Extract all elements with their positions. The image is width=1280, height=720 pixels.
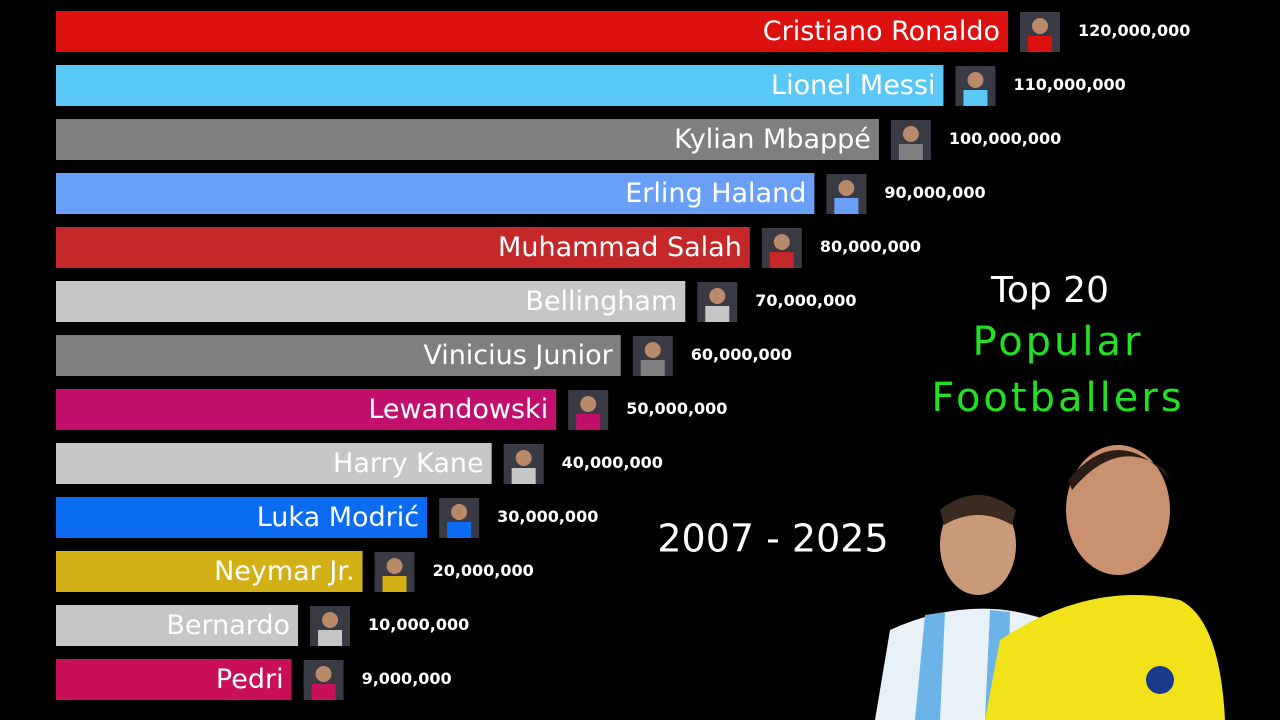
value-label: 110,000,000 [1013, 75, 1125, 94]
avatar-body [311, 684, 336, 700]
player-avatar [955, 66, 996, 106]
bar-label: Muhammad Salah [498, 232, 742, 263]
player-avatar [303, 660, 344, 700]
avatar-head [644, 342, 661, 358]
avatar-body [640, 360, 665, 376]
player-photo [875, 445, 1225, 720]
avatar-body [705, 306, 730, 322]
bar-label: Lewandowski [368, 394, 548, 425]
avatar-head [515, 450, 532, 466]
bar [56, 119, 879, 160]
bar [56, 389, 557, 430]
subtitle-line: Footballers [931, 375, 1184, 421]
avatar-head [315, 666, 332, 682]
bar-label: Lionel Messi [771, 70, 935, 101]
chart-title: Top 20 [990, 270, 1109, 311]
bar-label: Neymar Jr. [214, 556, 354, 587]
bar [56, 659, 292, 700]
avatar-body [382, 576, 407, 592]
bar-label: Luka Modrić [257, 502, 419, 533]
avatar-head [709, 288, 726, 304]
player-avatar [310, 606, 351, 646]
value-label: 20,000,000 [433, 561, 534, 580]
value-label: 70,000,000 [755, 291, 856, 310]
value-label: 30,000,000 [497, 507, 598, 526]
avatar-body [834, 198, 859, 214]
avatar-head [580, 396, 597, 412]
avatar-head [322, 612, 339, 628]
avatar-head [838, 180, 855, 196]
bar [56, 65, 944, 106]
avatar-body [898, 144, 923, 160]
player-avatar [503, 444, 544, 484]
player-avatar [1020, 12, 1060, 52]
avatar-body [318, 630, 343, 646]
bar-label: Bernardo [166, 610, 290, 641]
player-avatar [761, 228, 802, 268]
player-avatar [374, 552, 415, 592]
value-label: 50,000,000 [626, 399, 727, 418]
bar [56, 11, 1008, 52]
avatar-head [773, 234, 790, 250]
value-label: 90,000,000 [884, 183, 985, 202]
avatar-head [451, 504, 468, 520]
avatar-head [967, 72, 984, 88]
avatar-head [386, 558, 403, 574]
avatar-body [1028, 36, 1052, 52]
avatar-body [511, 468, 536, 484]
bar [56, 335, 621, 376]
bar [56, 173, 815, 214]
bar [56, 551, 363, 592]
chart-subtitle: Popular Footballers [931, 319, 1184, 421]
avatar-head [1032, 18, 1048, 34]
avatar-head [902, 126, 919, 142]
avatar-body [576, 414, 601, 430]
bar-label: Harry Kane [333, 448, 484, 479]
avatar-body [963, 90, 988, 106]
player-avatar [890, 120, 931, 160]
value-label: 80,000,000 [820, 237, 921, 256]
bar-label: Bellingham [525, 286, 677, 317]
player-avatar [826, 174, 867, 214]
avatar-body [447, 522, 472, 538]
subtitle-line: Popular [973, 319, 1144, 365]
value-label: 10,000,000 [368, 615, 469, 634]
bar [56, 605, 299, 646]
avatar-body [769, 252, 794, 268]
bar [56, 497, 428, 538]
year-range: 2007 - 2025 [657, 517, 888, 561]
player-avatar [568, 390, 609, 430]
bar-label: Cristiano Ronaldo [763, 16, 1000, 47]
bar [56, 443, 492, 484]
player-avatar [632, 336, 673, 376]
value-label: 100,000,000 [949, 129, 1061, 148]
value-label: 120,000,000 [1078, 21, 1190, 40]
player-avatar [439, 498, 480, 538]
player-avatar [697, 282, 738, 322]
bar [56, 281, 686, 322]
bar [56, 227, 750, 268]
bar-label: Kylian Mbappé [674, 124, 871, 155]
value-label: 60,000,000 [691, 345, 792, 364]
value-label: 40,000,000 [562, 453, 663, 472]
bar-label: Erling Haland [625, 178, 806, 209]
bar-label: Pedri [216, 664, 284, 695]
bar-label: Vinicius Junior [423, 340, 613, 371]
value-label: 9,000,000 [362, 669, 452, 688]
